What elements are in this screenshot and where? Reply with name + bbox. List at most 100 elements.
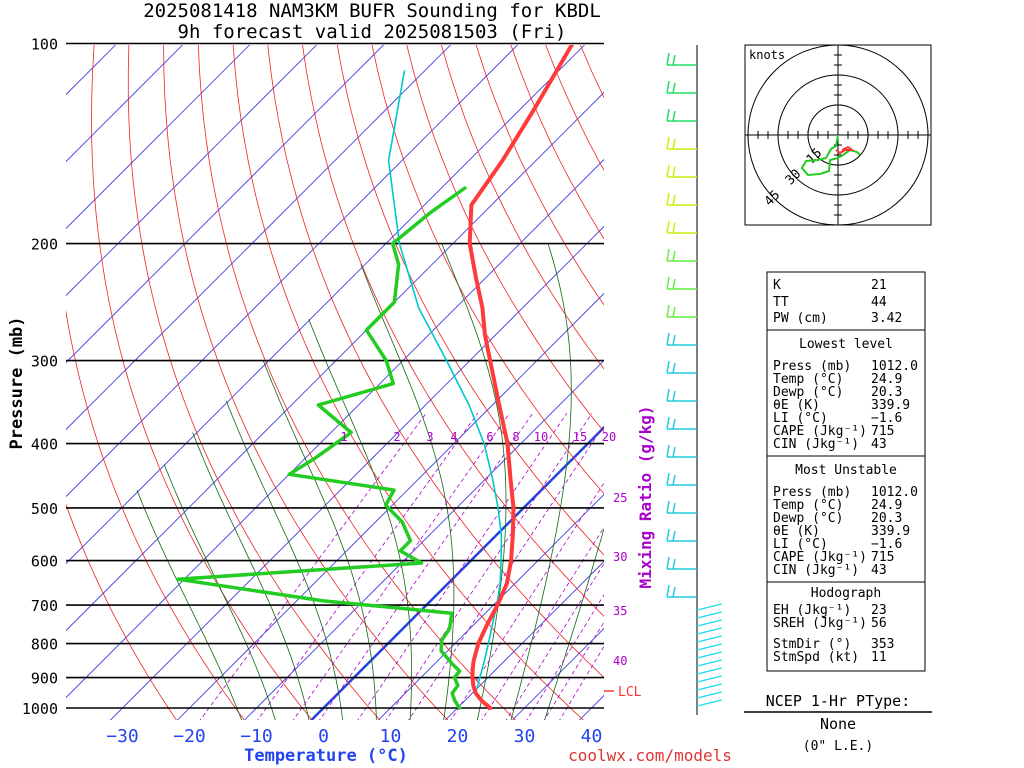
mixing-ratio-tick-label: 3	[426, 430, 433, 444]
mixing-ratio-line	[505, 562, 604, 720]
footer-credit: coolwx.com/models	[568, 746, 732, 765]
indices-panel: K 21 TT 44 PW (cm) 3.42 Lowest level Pre…	[766, 271, 926, 672]
moist-adiabat	[225, 400, 344, 720]
mixing-ratio-tick-label: 40	[613, 654, 627, 668]
wind-barb	[696, 651, 723, 659]
mixing-ratio-line	[357, 412, 568, 720]
dry-adiabat	[302, 45, 604, 617]
wind-barb	[666, 360, 670, 374]
wind-barb	[672, 194, 676, 206]
isotherm	[444, 560, 604, 720]
wind-barb	[672, 250, 676, 262]
mixing-ratio-tick-label: 4	[450, 430, 457, 444]
ptype-title: NCEP 1-Hr PType:	[766, 692, 911, 710]
pressure-tick-label: 400	[31, 436, 58, 454]
mixing-ratio-line	[450, 482, 604, 720]
temperature-tick-label: 30	[514, 726, 536, 747]
mixing-ratio-tick-label: 1	[340, 430, 347, 444]
wind-barb	[672, 306, 676, 318]
pressure-tick-label: 600	[31, 553, 58, 571]
isotherm	[66, 158, 604, 699]
index-value: 339.9	[871, 398, 910, 413]
index-value: −1.6	[871, 537, 902, 552]
index-label: Dewp (°C)	[773, 385, 843, 400]
mixing-ratio-label: Mixing Ratio (g/kg)	[636, 405, 655, 588]
wind-barb	[672, 362, 676, 374]
isotherm	[243, 359, 604, 720]
dry-adiabat	[66, 309, 245, 720]
index-label: StmSpd (kt)	[773, 650, 859, 665]
index-label: StmDir (°)	[773, 637, 851, 652]
index-value: 43	[871, 563, 887, 578]
dewpoint-trace	[175, 186, 467, 710]
wind-barb	[696, 675, 723, 683]
pressure-tick-label: 100	[31, 36, 58, 54]
isotherm	[377, 493, 604, 720]
mixing-ratio-line	[526, 594, 604, 720]
mixing-ratio-tick-label: 25	[613, 491, 627, 505]
mixing-ratio-line	[481, 526, 604, 720]
isotherm	[66, 45, 519, 498]
index-value: 43	[871, 437, 887, 452]
section-heading: Lowest level	[799, 337, 893, 352]
wind-barb	[666, 220, 670, 234]
moist-adiabat	[192, 432, 310, 720]
dry-adiabat	[232, 45, 584, 720]
wind-barb	[672, 474, 676, 486]
chart-title: 2025081418 NAM3KM BUFR Sounding for KBDL	[143, 0, 601, 22]
thermo-background	[66, 45, 604, 720]
index-label: CAPE (Jkg⁻¹)	[773, 550, 867, 565]
pressure-gridlines	[66, 42, 604, 709]
hodograph: knots 15 30 45	[744, 44, 932, 226]
wind-barb	[696, 635, 723, 643]
section-heading: Most Unstable	[795, 463, 897, 478]
chart-subtitle: 9h forecast valid 2025081503 (Fri)	[178, 21, 567, 43]
wind-barb	[672, 166, 676, 178]
index-value: 715	[871, 424, 894, 439]
wind-barb	[696, 691, 723, 699]
index-value: 44	[871, 295, 887, 310]
wind-barb	[672, 502, 676, 514]
index-label: Dewp (°C)	[773, 511, 843, 526]
index-value: 23	[871, 603, 887, 618]
wind-barb	[696, 699, 723, 707]
index-label: PW (cm)	[773, 311, 828, 326]
moist-adiabat	[510, 243, 572, 720]
index-label: K	[773, 278, 781, 293]
isotherm	[66, 45, 184, 163]
temperature-tick-label: −30	[106, 726, 139, 747]
mixing-ratio-tick-label: 2	[393, 430, 400, 444]
index-value: 11	[871, 650, 887, 665]
index-label: CIN (Jkg⁻¹)	[773, 437, 859, 452]
wind-barb	[696, 643, 723, 651]
wind-barb	[666, 416, 670, 430]
temperature-tick-label: −20	[173, 726, 206, 747]
wind-barb	[666, 276, 670, 290]
temperature-trace	[467, 45, 575, 710]
wind-barb	[672, 530, 676, 542]
dry-adiabat	[441, 45, 604, 370]
temperature-tick-label: 20	[447, 726, 469, 747]
mixing-ratio-tick-label: 6	[486, 430, 493, 444]
wind-barb	[666, 108, 670, 122]
wind-barb	[672, 390, 676, 402]
index-value: 20.3	[871, 511, 902, 526]
isotherm	[66, 91, 604, 632]
wind-barbs	[666, 45, 723, 715]
axis-tick-labels: 1 2 3 4 6 8 10 15 202530354010020030040050060070…	[22, 36, 628, 748]
temperature-tick-label: 40	[581, 726, 603, 747]
dry-adiabat	[406, 45, 604, 433]
indices-frame	[766, 271, 926, 672]
isotherm	[66, 45, 452, 431]
index-value: 1012.0	[871, 359, 918, 374]
lcl-label: LCL	[618, 685, 642, 700]
mixing-ratio-line	[199, 412, 427, 720]
wind-barb	[666, 500, 670, 514]
moist-adiabat	[308, 319, 413, 720]
mixing-ratio-tick-label: 15	[573, 430, 587, 444]
mixing-ratio-tick-label: 35	[613, 604, 627, 618]
pressure-tick-label: 900	[31, 670, 58, 688]
wind-barb	[696, 659, 723, 667]
ptype-panel: NCEP 1-Hr PType: None (0" L.E.)	[744, 692, 932, 754]
isotherm	[66, 45, 318, 297]
